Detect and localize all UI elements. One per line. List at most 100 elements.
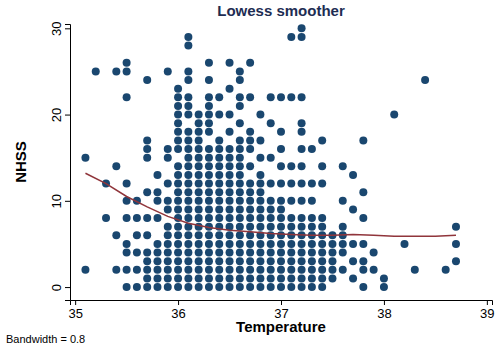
- point: [277, 266, 285, 274]
- point: [123, 93, 131, 101]
- point: [205, 111, 213, 119]
- point: [277, 205, 285, 213]
- point: [195, 145, 203, 153]
- point: [256, 240, 264, 248]
- point: [184, 154, 192, 162]
- x-tick-mark: [281, 300, 282, 305]
- point: [298, 180, 306, 188]
- point: [123, 67, 131, 75]
- point: [339, 266, 347, 274]
- point: [421, 76, 429, 84]
- y-axis-title: NHSS: [12, 141, 29, 183]
- point: [298, 93, 306, 101]
- x-tick-mark: [178, 300, 179, 305]
- point: [236, 136, 244, 144]
- point: [287, 162, 295, 170]
- point: [349, 171, 357, 179]
- point: [452, 223, 460, 231]
- point: [349, 205, 357, 213]
- point: [287, 223, 295, 231]
- point: [256, 154, 264, 162]
- point: [246, 136, 254, 144]
- point: [195, 154, 203, 162]
- point: [267, 240, 275, 248]
- point: [226, 180, 234, 188]
- point: [164, 205, 172, 213]
- point: [174, 188, 182, 196]
- point: [308, 257, 316, 265]
- point: [195, 274, 203, 282]
- point: [359, 266, 367, 274]
- point: [308, 180, 316, 188]
- point: [153, 240, 161, 248]
- point: [328, 249, 336, 257]
- point: [215, 283, 223, 291]
- point: [184, 136, 192, 144]
- y-tick-label: 20: [49, 108, 64, 122]
- title: Lowess smoother: [217, 2, 345, 19]
- point: [246, 93, 254, 101]
- point: [123, 266, 131, 274]
- point: [359, 257, 367, 265]
- point: [328, 240, 336, 248]
- point: [184, 283, 192, 291]
- point: [112, 266, 120, 274]
- point: [226, 214, 234, 222]
- point: [174, 257, 182, 265]
- point: [226, 249, 234, 257]
- point: [236, 93, 244, 101]
- point: [318, 283, 326, 291]
- point: [236, 76, 244, 84]
- point: [246, 59, 254, 67]
- y-tick-label: 30: [49, 22, 64, 36]
- point: [174, 180, 182, 188]
- x-tick-label: 38: [377, 306, 391, 321]
- point: [236, 67, 244, 75]
- point: [184, 180, 192, 188]
- point: [174, 128, 182, 136]
- point: [339, 240, 347, 248]
- point: [215, 205, 223, 213]
- point: [236, 197, 244, 205]
- point: [174, 119, 182, 127]
- point: [195, 188, 203, 196]
- point: [318, 223, 326, 231]
- point: [215, 188, 223, 196]
- point: [184, 188, 192, 196]
- point: [318, 136, 326, 144]
- point: [164, 249, 172, 257]
- point: [195, 214, 203, 222]
- point: [215, 231, 223, 239]
- y-tick-mark: [65, 201, 70, 202]
- point: [328, 266, 336, 274]
- point: [246, 257, 254, 265]
- point: [236, 231, 244, 239]
- point: [236, 240, 244, 248]
- point: [215, 136, 223, 144]
- point: [308, 145, 316, 153]
- point: [287, 274, 295, 282]
- point: [195, 257, 203, 265]
- point: [143, 257, 151, 265]
- point: [195, 136, 203, 144]
- point: [226, 162, 234, 170]
- point: [133, 266, 141, 274]
- point: [112, 162, 120, 170]
- point: [174, 102, 182, 110]
- point: [153, 266, 161, 274]
- point: [349, 240, 357, 248]
- point: [298, 24, 306, 32]
- x-tick: 38: [377, 300, 391, 321]
- point: [277, 145, 285, 153]
- point: [277, 162, 285, 170]
- point: [174, 197, 182, 205]
- point: [308, 283, 316, 291]
- point: [267, 231, 275, 239]
- point: [236, 266, 244, 274]
- point: [267, 197, 275, 205]
- point: [226, 59, 234, 67]
- point: [318, 266, 326, 274]
- point: [256, 136, 264, 144]
- point: [308, 249, 316, 257]
- point: [205, 102, 213, 110]
